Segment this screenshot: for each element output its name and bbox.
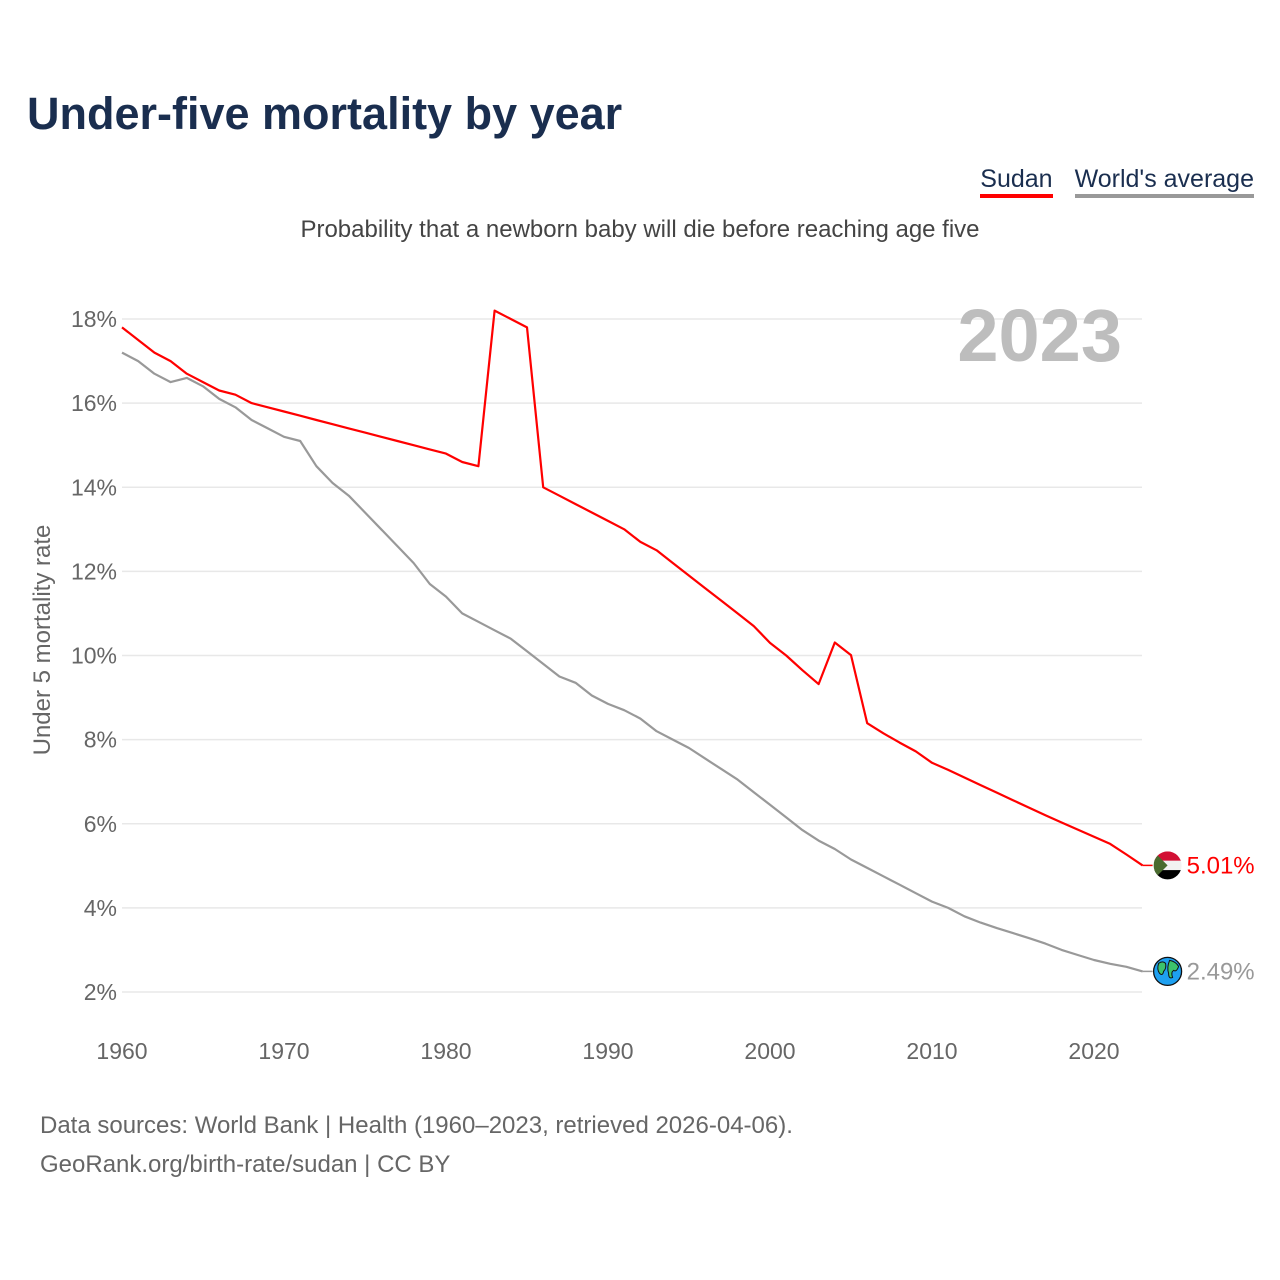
- year-label: 2023: [957, 294, 1122, 377]
- grid: [122, 318, 1142, 993]
- legend-sudan[interactable]: Sudan: [980, 164, 1053, 198]
- x-tick-label: 1990: [582, 1038, 633, 1064]
- y-tick-label: 2%: [84, 979, 117, 1005]
- legend: Sudan World's average: [980, 164, 1254, 198]
- end-value-label: 5.01%: [1187, 852, 1255, 879]
- x-axis-ticks: 1960 1970 1980 1990 2000 2010 2020: [96, 1038, 1119, 1064]
- x-tick-label: 2020: [1068, 1038, 1119, 1064]
- end-markers: 2.49% 5.01%: [1142, 851, 1255, 987]
- y-tick-label: 14%: [71, 474, 117, 500]
- globe-icon: [1152, 956, 1183, 987]
- series-line-world-s-average: [121, 351, 1143, 973]
- y-tick-label: 12%: [71, 558, 117, 584]
- y-tick-label: 4%: [84, 895, 117, 921]
- chart-title: Under-five mortality by year: [27, 88, 623, 139]
- series-line-sudan: [121, 309, 1144, 867]
- legend-world-average[interactable]: World's average: [1074, 164, 1254, 198]
- y-tick-label: 8%: [84, 727, 117, 753]
- x-tick-label: 2010: [906, 1038, 957, 1064]
- x-tick-label: 1970: [258, 1038, 309, 1064]
- chart-subtitle: Probability that a newborn baby will die…: [300, 216, 980, 243]
- y-axis-ticks: 2% 4% 6% 8% 10% 12% 14% 16% 18%: [71, 306, 117, 1005]
- x-tick-label: 1980: [420, 1038, 471, 1064]
- x-tick-label: 1960: [96, 1038, 147, 1064]
- x-tick-label: 2000: [744, 1038, 795, 1064]
- y-tick-label: 6%: [84, 811, 117, 837]
- y-tick-label: 10%: [71, 643, 117, 669]
- y-tick-label: 16%: [71, 390, 117, 416]
- y-axis-label: Under 5 mortality rate: [29, 525, 56, 756]
- data-source: Data sources: World Bank | Health (1960–…: [40, 1112, 793, 1139]
- series-lines: [121, 309, 1144, 973]
- footer: Data sources: World Bank | Health (1960–…: [40, 1106, 793, 1184]
- sudan-flag-icon: [1153, 851, 1182, 880]
- source-link[interactable]: GeoRank.org/birth-rate/sudan | CC BY: [40, 1151, 451, 1178]
- end-value-label: 2.49%: [1187, 958, 1255, 985]
- y-tick-label: 18%: [71, 306, 117, 332]
